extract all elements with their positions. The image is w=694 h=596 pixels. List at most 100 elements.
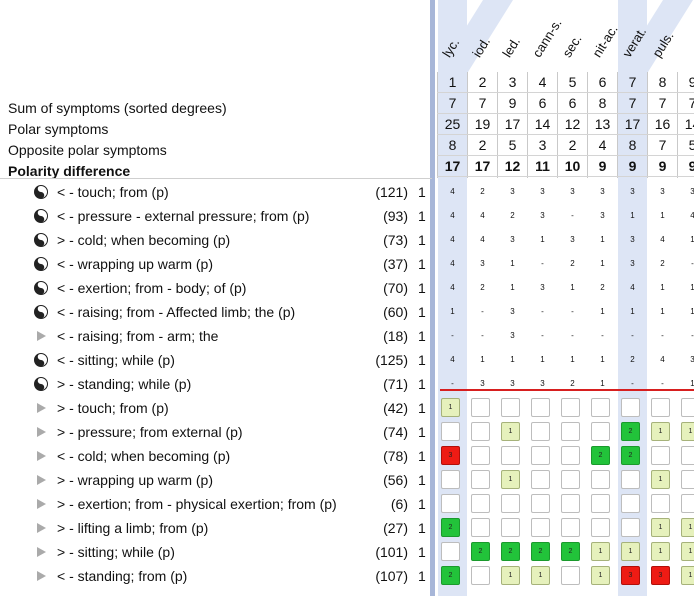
grade-box[interactable] [591,518,610,537]
grade-box[interactable] [681,470,694,489]
expand-triangle-icon[interactable] [37,427,46,437]
rubric-row[interactable]: > - lifting a limb; from (p) (27) 1 [0,516,432,540]
grade-box[interactable] [591,470,610,489]
grade-box[interactable] [621,518,640,537]
grade-box[interactable] [531,470,550,489]
rubric-row[interactable]: < - pressure - external pressure; from (… [0,204,432,228]
grade-box[interactable] [591,494,610,513]
expand-triangle-icon[interactable] [37,547,46,557]
expand-triangle-icon[interactable] [37,523,46,533]
grade-box[interactable] [561,566,580,585]
grade-box[interactable] [471,566,490,585]
grade-box[interactable] [501,446,520,465]
grade-box[interactable]: 1 [651,470,670,489]
grade-box[interactable]: 3 [441,446,460,465]
grade-box[interactable] [681,398,694,417]
grade-box[interactable] [591,398,610,417]
rubric-row[interactable]: > - standing; while (p) (71) 1 [0,372,432,396]
grade-box[interactable] [651,398,670,417]
grade-box[interactable]: 2 [471,542,490,561]
expand-triangle-icon[interactable] [37,475,46,485]
grade-box[interactable]: 3 [651,566,670,585]
grade-box[interactable] [651,494,670,513]
grade-box[interactable]: 2 [591,446,610,465]
rubric-row[interactable]: > - wrapping up warm (p) (56) 1 [0,468,432,492]
grade-box[interactable]: 1 [531,566,550,585]
grade-box[interactable]: 2 [561,542,580,561]
grade-box[interactable]: 1 [441,398,460,417]
grade-box[interactable]: 1 [651,518,670,537]
grade-box[interactable] [561,422,580,441]
grade-box[interactable]: 2 [621,446,640,465]
expand-triangle-icon[interactable] [37,451,46,461]
grade-box[interactable]: 2 [441,518,460,537]
rubric-row[interactable]: < - touch; from (p) (121) 1 [0,180,432,204]
grade-box[interactable] [471,446,490,465]
grade-box[interactable] [561,470,580,489]
grade-box[interactable]: 1 [681,542,694,561]
rubric-row[interactable]: < - raising; from - arm; the (18) 1 [0,324,432,348]
rubric-row[interactable]: < - cold; when becoming (p) (78) 1 [0,444,432,468]
rubric-row[interactable]: > - sitting; while (p) (101) 1 [0,540,432,564]
expand-triangle-icon[interactable] [37,571,46,581]
rubric-row[interactable]: < - standing; from (p) (107) 1 [0,564,432,588]
rubric-row[interactable]: < - exertion; from - body; of (p) (70) 1 [0,276,432,300]
grade-box[interactable]: 1 [501,470,520,489]
grade-box[interactable]: 2 [441,566,460,585]
grade-box[interactable] [531,398,550,417]
rubric-row[interactable]: > - cold; when becoming (p) (73) 1 [0,228,432,252]
grade-box[interactable] [441,494,460,513]
expand-triangle-icon[interactable] [37,403,46,413]
grade-box[interactable] [561,398,580,417]
grade-box[interactable] [471,494,490,513]
column-divider[interactable] [430,0,435,596]
grade-box[interactable]: 1 [681,422,694,441]
grade-box[interactable] [681,446,694,465]
remedy-header[interactable]: sec. [559,31,585,60]
grade-box[interactable]: 1 [651,422,670,441]
grade-box[interactable]: 1 [501,566,520,585]
grade-box[interactable] [621,398,640,417]
grade-box[interactable] [531,446,550,465]
rubric-row[interactable]: < - wrapping up warm (p) (37) 1 [0,252,432,276]
rubric-row[interactable]: > - pressure; from external (p) (74) 1 [0,420,432,444]
grade-box[interactable] [561,518,580,537]
expand-triangle-icon[interactable] [37,331,46,341]
rubric-row[interactable]: < - raising; from - Affected limb; the (… [0,300,432,324]
grade-box[interactable] [561,494,580,513]
grade-box[interactable] [621,494,640,513]
grade-box[interactable] [651,446,670,465]
grade-box[interactable] [471,518,490,537]
grade-box[interactable]: 1 [651,542,670,561]
grade-box[interactable]: 2 [501,542,520,561]
expand-triangle-icon[interactable] [37,499,46,509]
grade-box[interactable] [531,422,550,441]
rubric-row[interactable]: > - touch; from (p) (42) 1 [0,396,432,420]
grade-box[interactable]: 1 [591,566,610,585]
grade-box[interactable] [501,398,520,417]
grade-box[interactable] [591,422,610,441]
remedy-header[interactable]: led. [499,34,524,60]
grade-box[interactable]: 1 [591,542,610,561]
grade-box[interactable] [441,470,460,489]
rubric-row[interactable]: < - sitting; while (p) (125) 1 [0,348,432,372]
grade-box[interactable]: 1 [681,518,694,537]
grade-box[interactable] [471,422,490,441]
grade-box[interactable]: 1 [501,422,520,441]
grade-box[interactable] [531,518,550,537]
grade-box[interactable]: 2 [621,422,640,441]
grade-box[interactable]: 3 [621,566,640,585]
grade-box[interactable] [561,446,580,465]
remedy-header[interactable]: nit-ac. [589,22,621,60]
rubric-row[interactable]: > - exertion; from - physical exertion; … [0,492,432,516]
grade-box[interactable]: 1 [621,542,640,561]
remedy-header[interactable]: cann-s. [529,15,565,61]
grade-box[interactable] [471,470,490,489]
grade-box[interactable] [621,470,640,489]
grade-box[interactable] [441,542,460,561]
grade-box[interactable]: 1 [681,566,694,585]
grade-box[interactable] [501,518,520,537]
grade-box[interactable] [441,422,460,441]
grade-box[interactable] [501,494,520,513]
grade-box[interactable] [471,398,490,417]
